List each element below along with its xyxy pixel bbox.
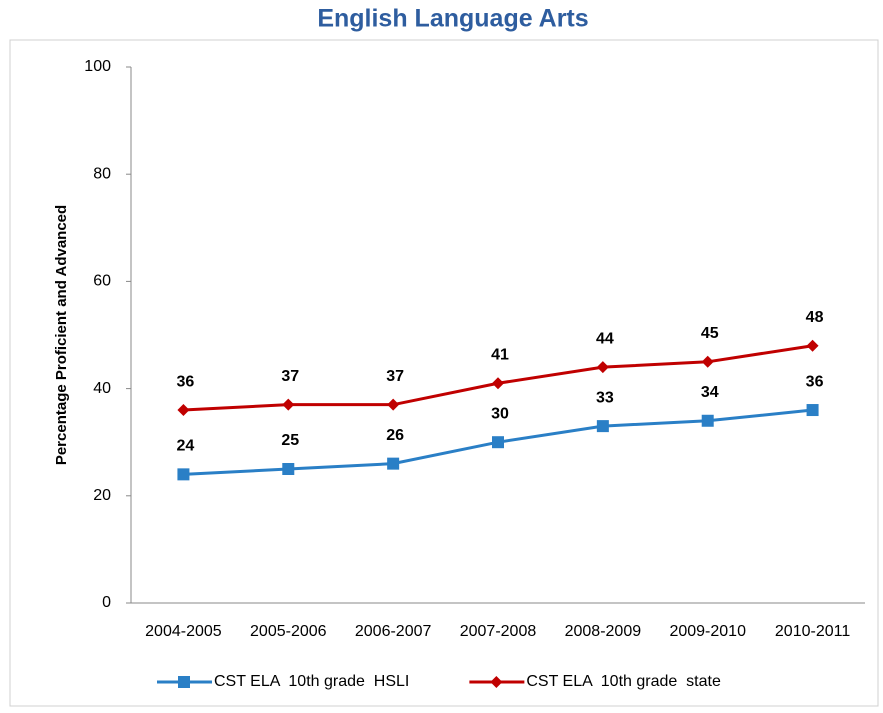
data-point bbox=[387, 457, 400, 470]
legend-marker bbox=[178, 676, 190, 688]
legend-label: CST ELA 10th grade state bbox=[526, 673, 721, 690]
data-label: 41 bbox=[491, 346, 509, 363]
chart-title: English Language Arts bbox=[317, 5, 588, 33]
data-label: 45 bbox=[701, 325, 719, 342]
data-point bbox=[701, 414, 714, 427]
x-tick-label: 2005-2006 bbox=[250, 623, 327, 640]
x-tick-label: 2009-2010 bbox=[669, 623, 746, 640]
y-axis-label: Percentage Proficient and Advanced bbox=[53, 205, 70, 465]
data-label: 48 bbox=[806, 309, 824, 326]
data-point bbox=[492, 436, 504, 449]
data-point bbox=[806, 339, 819, 352]
y-tick-label: 100 bbox=[84, 58, 111, 75]
y-tick-label: 80 bbox=[93, 165, 111, 182]
legend-marker bbox=[490, 676, 503, 688]
data-point bbox=[701, 355, 714, 368]
x-tick-label: 2007-2008 bbox=[460, 623, 537, 640]
data-label: 34 bbox=[701, 384, 719, 401]
data-label: 33 bbox=[596, 389, 614, 406]
data-point bbox=[492, 377, 504, 390]
chart-frame bbox=[9, 39, 879, 707]
data-point bbox=[177, 468, 190, 481]
y-tick-label: 60 bbox=[93, 273, 111, 290]
data-label: 37 bbox=[386, 368, 404, 385]
data-label: 36 bbox=[177, 373, 195, 390]
data-point bbox=[387, 398, 400, 411]
data-label: 26 bbox=[386, 427, 404, 444]
data-label: 24 bbox=[177, 438, 195, 455]
x-tick-label: 2004-2005 bbox=[145, 623, 222, 640]
y-tick-label: 0 bbox=[102, 594, 111, 611]
data-point bbox=[596, 361, 609, 374]
data-point bbox=[177, 404, 190, 417]
data-label: 25 bbox=[281, 432, 299, 449]
x-tick-label: 2006-2007 bbox=[355, 623, 432, 640]
y-tick-label: 40 bbox=[93, 380, 111, 397]
x-tick-label: 2010-2011 bbox=[775, 623, 850, 640]
x-tick-label: 2008-2009 bbox=[565, 623, 642, 640]
data-label: 37 bbox=[281, 368, 299, 385]
data-point bbox=[282, 463, 295, 475]
data-label: 44 bbox=[596, 330, 614, 347]
data-point bbox=[806, 404, 819, 417]
data-point bbox=[282, 398, 295, 411]
legend-label: CST ELA 10th grade HSLI bbox=[214, 673, 409, 690]
y-tick-label: 20 bbox=[93, 487, 111, 504]
data-point bbox=[596, 420, 609, 433]
data-label: 30 bbox=[491, 405, 509, 422]
data-label: 36 bbox=[806, 373, 824, 390]
